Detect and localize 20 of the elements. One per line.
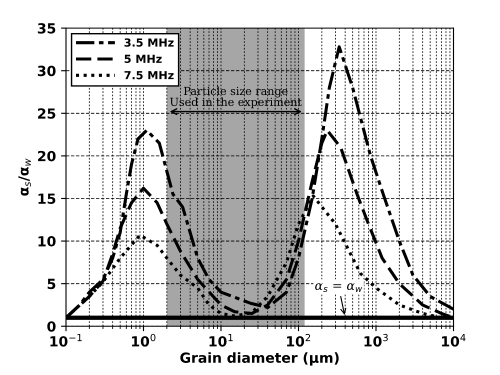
x-tick-label: 10$^{3}$: [364, 334, 388, 347]
legend-label: 5 MHz: [124, 54, 162, 64]
legend-label: 3.5 MHz: [124, 38, 174, 47]
legend-label: 7.5 MHz: [124, 71, 174, 80]
y-tick-label: 5: [48, 278, 56, 290]
y-tick-label: 30: [38, 66, 56, 76]
y-tick-label: 10: [38, 236, 56, 247]
x-tick-label: 10$^{4}$: [442, 334, 466, 347]
x-tick-label: 10$^{−1}$: [50, 334, 82, 347]
y-tick-label: 35: [38, 23, 56, 34]
y-tick-label: 25: [38, 108, 56, 119]
y-tick-label: 0: [47, 321, 56, 332]
y-axis-title: α$_{s}$/α$_{w}$: [18, 158, 31, 196]
x-axis-title: Grain diameter (μm): [180, 352, 339, 366]
annotation: α$_{s}$ = α$_{w}$: [315, 283, 362, 292]
y-tick-label: 15: [38, 194, 56, 204]
x-tick-label: 10$^{1}$: [210, 334, 233, 347]
x-tick-label: 10$^{0}$: [132, 334, 156, 347]
x-tick-label: 10$^{2}$: [287, 334, 310, 347]
y-tick-label: 20: [38, 150, 56, 162]
